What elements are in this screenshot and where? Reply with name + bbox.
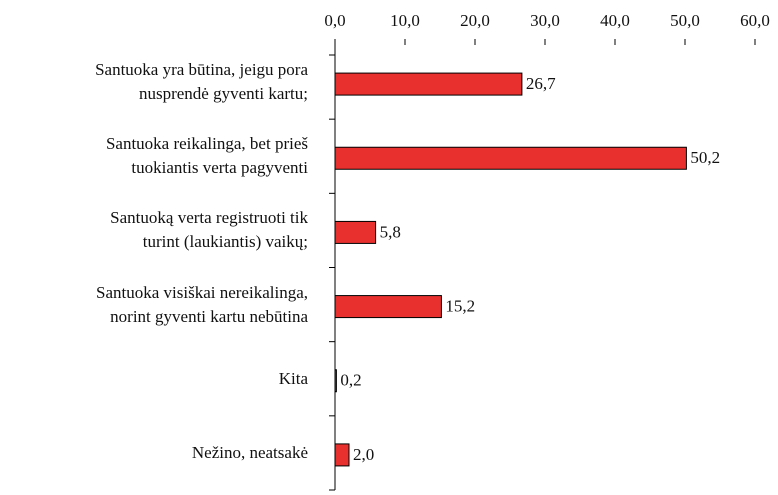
bar: [334, 443, 350, 467]
category-label: Santuoka visiškai nereikalinga, norint g…: [96, 282, 308, 326]
x-tick-label: 10,0: [390, 11, 420, 30]
category-label: Santuoka yra būtina, jeigu pora nusprend…: [95, 60, 308, 104]
data-label: 2,0: [353, 445, 374, 464]
data-label: 50,2: [690, 148, 720, 167]
x-tick-label: 0,0: [324, 11, 345, 30]
bar: [334, 72, 523, 96]
bar: [334, 369, 337, 393]
bar: [334, 146, 687, 170]
category-label: Kita: [278, 368, 308, 388]
data-label: 26,7: [526, 74, 556, 93]
data-label: 5,8: [380, 222, 401, 241]
category-label: Nežino, neatsakė: [191, 442, 308, 462]
bar: [334, 220, 377, 244]
x-tick-label: 50,0: [670, 11, 700, 30]
x-tick-label: 60,0: [740, 11, 770, 30]
category-label: Santuoka reikalinga, bet prieš tuokianti…: [105, 134, 308, 178]
bar: [334, 295, 442, 319]
category-label: Santuoką verta registruoti tik turint (l…: [110, 208, 308, 252]
x-tick-label: 30,0: [530, 11, 560, 30]
data-label: 0,2: [340, 371, 361, 390]
x-tick-label: 40,0: [600, 11, 630, 30]
data-label: 15,2: [445, 296, 475, 315]
x-tick-label: 20,0: [460, 11, 490, 30]
